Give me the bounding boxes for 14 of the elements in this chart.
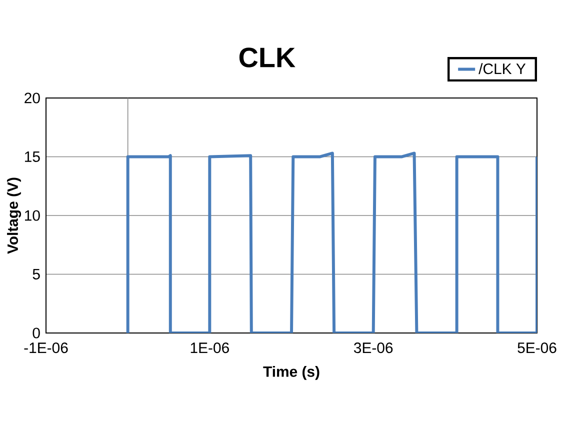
y-axis-title: Voltage (V) (7, 178, 22, 254)
x-tick-label: 1E-06 (190, 342, 229, 354)
legend-label: /CLK Y (478, 63, 526, 74)
y-tick-label: 0 (32, 328, 40, 338)
y-tick-label: 15 (25, 152, 40, 162)
y-tick-label: 20 (24, 92, 40, 104)
x-tick-label: 3E-06 (354, 342, 393, 354)
chart-title: CLK (239, 48, 296, 68)
x-tick-label: -1E-06 (24, 342, 68, 354)
x-axis-title: Time (s) (263, 366, 320, 380)
y-tick-label: 10 (25, 210, 40, 221)
line-series (126, 152, 538, 333)
y-tick-label: 5 (32, 269, 40, 280)
x-tick-label: 5E-06 (518, 342, 556, 354)
